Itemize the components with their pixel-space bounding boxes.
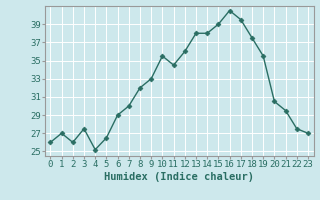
X-axis label: Humidex (Indice chaleur): Humidex (Indice chaleur) xyxy=(104,172,254,182)
